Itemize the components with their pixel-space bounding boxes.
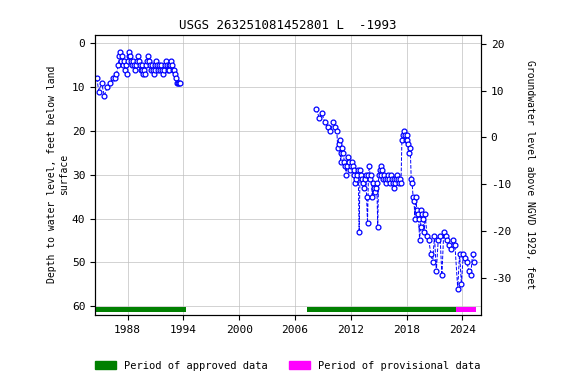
Title: USGS 263251081452801 L  -1993: USGS 263251081452801 L -1993 — [179, 19, 397, 32]
Bar — [95, 307, 186, 312]
Y-axis label: Depth to water level, feet below land
surface: Depth to water level, feet below land su… — [47, 66, 69, 283]
Legend: Period of approved data, Period of provisional data: Period of approved data, Period of provi… — [91, 357, 485, 375]
Bar — [456, 307, 476, 312]
Y-axis label: Groundwater level above NGVD 1929, feet: Groundwater level above NGVD 1929, feet — [525, 60, 535, 289]
Bar — [307, 307, 456, 312]
